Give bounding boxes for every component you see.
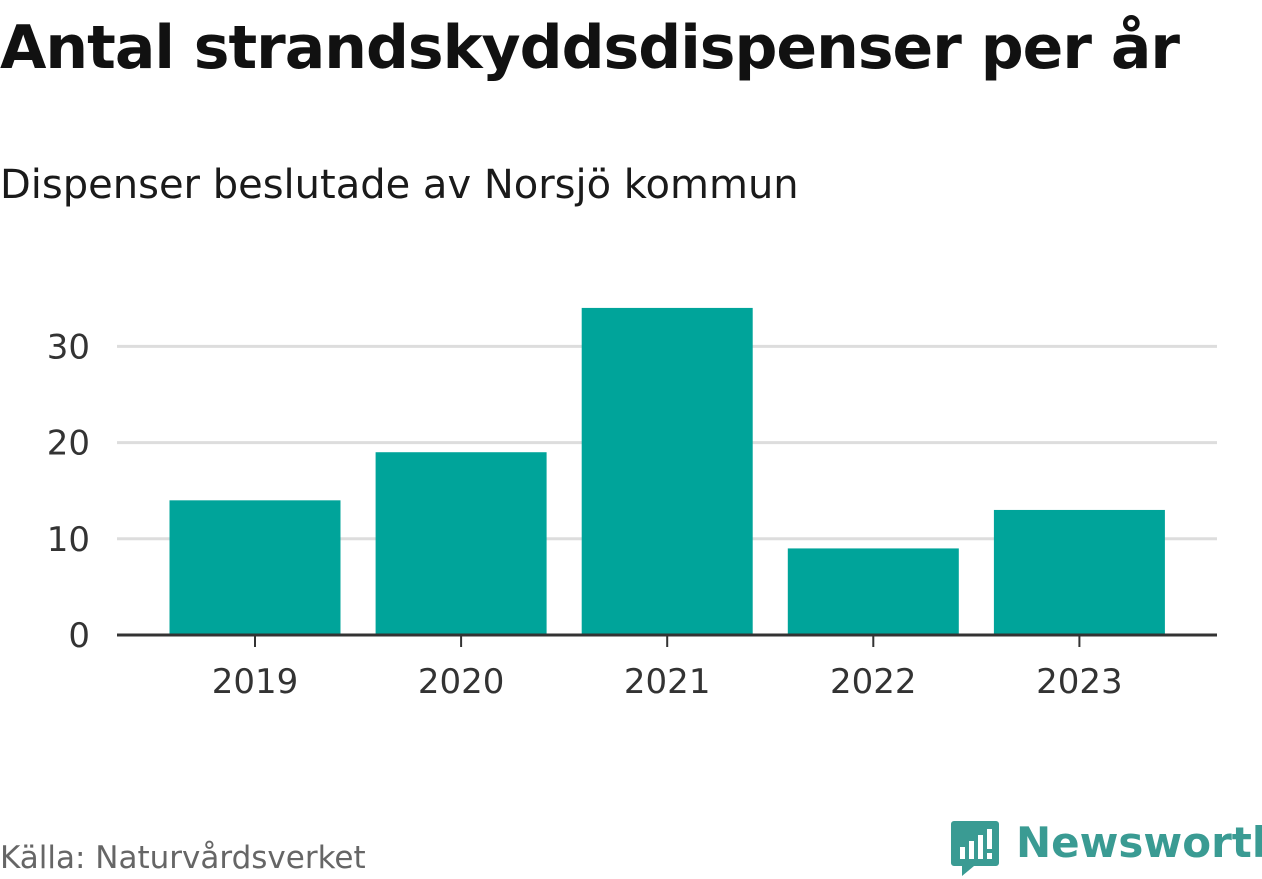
y-tick-label-10: 10 — [47, 520, 90, 560]
bar-2021 — [581, 307, 753, 635]
bar-2023 — [993, 509, 1165, 635]
y-tick-label-0: 0 — [68, 616, 90, 656]
bar-2022 — [787, 548, 959, 635]
x-tick-label-2020: 2020 — [418, 662, 505, 702]
brand-logo: Newsworthy — [950, 818, 1262, 878]
x-tick-label-2019: 2019 — [212, 662, 299, 702]
bars — [169, 307, 1165, 635]
y-tick-label-30: 30 — [47, 327, 90, 367]
x-tick-label-2023: 2023 — [1036, 662, 1123, 702]
bar-chart: 0 10 20 30 2019 2020 2021 2022 2023 — [47, 307, 1217, 702]
brand-name: Newsworthy — [1016, 818, 1262, 867]
tick-labels: 0 10 20 30 2019 2020 2021 2022 2023 — [47, 327, 1123, 702]
source-note: Källa: Naturvårdsverket — [0, 840, 366, 876]
y-tick-label-20: 20 — [47, 424, 90, 464]
chart-title: Antal strandskyddsdispenser per år — [0, 13, 1180, 83]
axes — [117, 633, 1217, 647]
x-tick-label-2022: 2022 — [830, 662, 917, 702]
chart-subtitle: Dispenser beslutade av Norsjö kommun — [0, 162, 799, 208]
bar-2019 — [169, 500, 341, 635]
x-tick-label-2021: 2021 — [624, 662, 711, 702]
bar-2020 — [375, 452, 547, 635]
newsworthy-logo-icon — [951, 821, 999, 876]
